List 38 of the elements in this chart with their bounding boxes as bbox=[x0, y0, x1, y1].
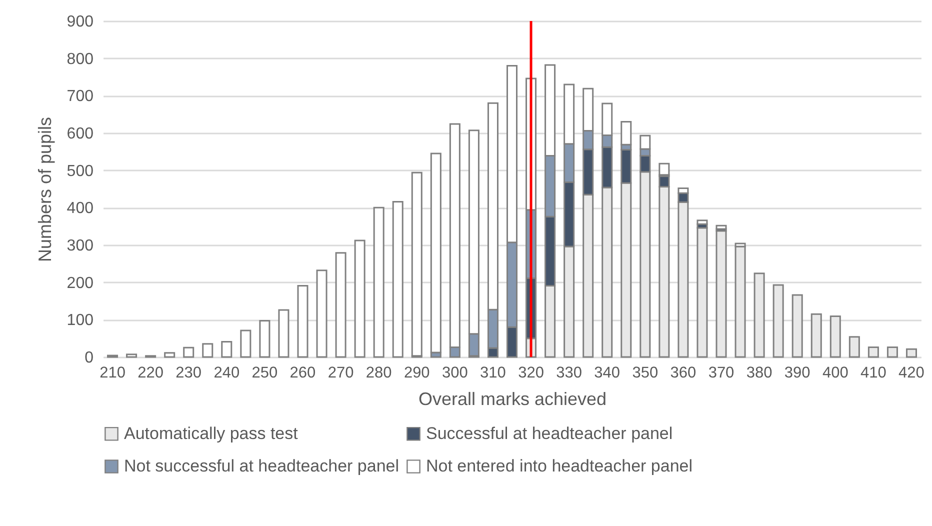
x-tick-label: 260 bbox=[290, 364, 316, 382]
y-tick-label: 800 bbox=[66, 50, 94, 68]
y-tick-label: 900 bbox=[66, 14, 94, 30]
y-tick-label: 200 bbox=[66, 274, 94, 292]
y-tick-label: 500 bbox=[66, 162, 94, 180]
x-tick-label: 420 bbox=[898, 364, 925, 382]
x-tick-label: 360 bbox=[670, 364, 697, 382]
legend-label: Not successful at headteacher panel bbox=[124, 456, 400, 476]
y-tick-label: 100 bbox=[66, 312, 94, 330]
y-tick-label: 300 bbox=[66, 238, 94, 254]
x-tick-label: 300 bbox=[442, 364, 468, 382]
y-tick-label: 600 bbox=[66, 126, 94, 142]
x-tick-label: 370 bbox=[708, 364, 735, 382]
y-tick-label: 0 bbox=[84, 350, 94, 366]
x-tick-label: 400 bbox=[822, 364, 849, 382]
x-tick-label: 240 bbox=[214, 364, 240, 382]
x-tick-label: 280 bbox=[366, 364, 392, 382]
x-tick-label: 410 bbox=[860, 364, 887, 382]
x-tick-label: 210 bbox=[100, 364, 126, 382]
x-tick-label: 350 bbox=[632, 364, 658, 382]
legend-label: Automatically pass test bbox=[124, 424, 298, 443]
legend-label: Successful at headteacher panel bbox=[426, 424, 673, 443]
y-axis-title: Numbers of pupils bbox=[34, 116, 55, 262]
y-tick-label: 400 bbox=[66, 200, 94, 218]
x-tick-label: 330 bbox=[556, 364, 582, 382]
x-tick-label: 230 bbox=[176, 364, 202, 382]
x-tick-label: 290 bbox=[404, 364, 430, 382]
legend-label: Not entered into headteacher panel bbox=[426, 456, 693, 476]
y-tick-label: 700 bbox=[66, 88, 94, 106]
x-tick-label: 220 bbox=[138, 364, 164, 382]
x-tick-label: 340 bbox=[594, 364, 620, 382]
x-axis-title: Overall marks achieved bbox=[418, 389, 607, 409]
x-tick-label: 380 bbox=[746, 364, 773, 382]
x-tick-label: 270 bbox=[328, 364, 354, 382]
x-tick-label: 390 bbox=[784, 364, 811, 382]
x-tick-label: 250 bbox=[252, 364, 278, 382]
x-tick-label: 320 bbox=[518, 364, 544, 382]
x-tick-label: 310 bbox=[480, 364, 506, 382]
